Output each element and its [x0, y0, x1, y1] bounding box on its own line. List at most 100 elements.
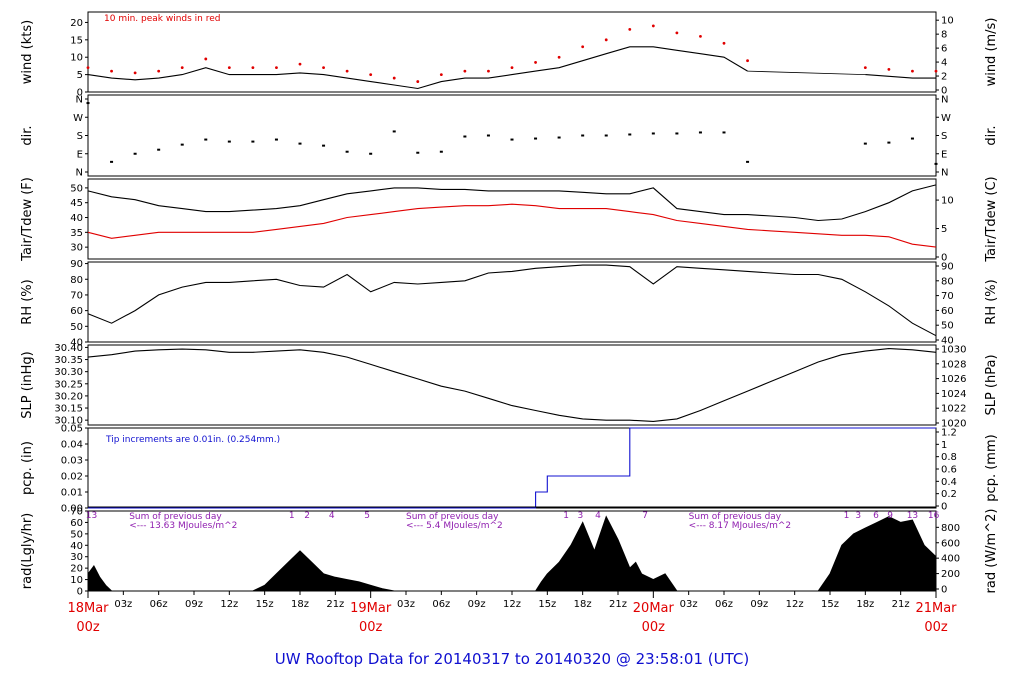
day-date-label: 20Mar	[633, 601, 675, 616]
pcp-ytick-right: 0.2	[941, 489, 957, 500]
dir-ytick-right: W	[941, 113, 951, 124]
dir-point	[322, 144, 326, 147]
dir-point	[910, 137, 914, 140]
pcp-ytick: 0.01	[61, 488, 83, 499]
rad-annotation: <--- 13.63 MJoules/m^2	[129, 521, 237, 531]
rh-ylabel: RH (%)	[20, 279, 35, 324]
wind-peak-point	[887, 67, 891, 71]
day-date-label: 18Mar	[67, 601, 109, 616]
rad-hour-marker: 13	[907, 511, 918, 521]
rh-ytick-right: 90	[941, 262, 954, 273]
temp-ytick-right: 10	[941, 196, 954, 207]
wind-peak-point	[604, 38, 608, 42]
dir-ytick: N	[76, 95, 83, 106]
dir-ylabel: dir.	[20, 125, 35, 145]
dir-ytick-right: N	[941, 168, 948, 179]
pcp-step-line	[88, 427, 936, 509]
wind-peak-point	[651, 24, 655, 28]
rad-ytick: 50	[70, 529, 83, 540]
temp-series-line	[87, 184, 937, 222]
rh-ytick-right: 60	[941, 306, 954, 317]
wind-peak-point	[487, 69, 490, 73]
slp-ytick-right: 1022	[941, 404, 966, 415]
slp-ytick: 30.25	[54, 379, 83, 390]
wind-ytick-right: 6	[941, 44, 947, 55]
rad-ylabel-right: rad (W/m^2)	[984, 509, 999, 594]
dir-ytick-right: S	[941, 131, 947, 142]
wind-peak-point	[227, 66, 231, 70]
pcp-ytick: 0.00	[61, 504, 83, 515]
xtick-label: 03z	[114, 599, 132, 610]
pcp-ytick: 0.05	[61, 424, 83, 435]
temp-ytick: 35	[70, 228, 83, 239]
wind-peak-point	[369, 73, 373, 77]
wind-peak-point	[392, 76, 396, 80]
page-title: UW Rooftop Data for 20140317 to 20140320…	[274, 650, 750, 668]
pcp-ytick-right: 1.2	[941, 428, 957, 439]
rad-ytick: 40	[70, 541, 83, 552]
rad-hour-marker: 16	[928, 511, 940, 521]
dir-point	[157, 148, 161, 151]
slp-ylabel: SLP (inHg)	[20, 351, 35, 419]
dir-point	[510, 138, 514, 141]
rad-hour-marker: 1	[563, 511, 569, 521]
rh-ytick-right: 40	[941, 336, 954, 347]
dir-point	[110, 160, 114, 163]
pcp-ytick: 0.02	[61, 472, 83, 483]
wind-peak-point	[345, 69, 349, 73]
rad-ytick-right: 200	[941, 569, 960, 580]
dir-point	[863, 142, 867, 145]
wind-peak-point	[557, 55, 561, 59]
rad-hour-marker: 6	[873, 511, 879, 521]
dir-point	[227, 140, 231, 143]
dir-point	[439, 150, 443, 153]
wind-peak-point	[746, 59, 749, 63]
dir-point	[369, 152, 373, 155]
wind-ytick: 5	[77, 70, 83, 81]
dir-point	[416, 151, 420, 154]
rad-ytick-right: 600	[941, 538, 960, 549]
dir-point	[628, 133, 632, 136]
pcp-ytick: 0.03	[61, 456, 83, 467]
rad-ytick-right: 800	[941, 523, 960, 534]
rad-ytick: 10	[70, 575, 83, 586]
rad-hour-marker: 2	[304, 511, 310, 521]
wind-peak-point	[911, 69, 914, 73]
wind-peak-point	[699, 34, 702, 38]
rh-ytick: 80	[70, 275, 83, 286]
rh-ytick: 50	[70, 322, 83, 333]
temp-ytick: 40	[70, 213, 83, 224]
rad-ytick: 30	[70, 552, 83, 563]
wind-peak-point	[251, 66, 255, 70]
xtick-label: 09z	[750, 599, 768, 610]
wind-ytick-right: 2	[941, 72, 947, 83]
temp-frame	[87, 178, 937, 260]
rh-ytick: 60	[70, 306, 83, 317]
pcp-ytick-right: 1	[941, 440, 947, 451]
xtick-label: 09z	[185, 599, 203, 610]
dir-point	[392, 130, 396, 133]
wind-annotation: 10 min. peak winds in red	[104, 14, 221, 24]
pcp-ylabel-right: pcp. (mm)	[984, 434, 999, 501]
wind-peak-point	[463, 69, 467, 73]
pcp-ytick-right: 0.6	[941, 465, 957, 476]
dir-ylabel-right: dir.	[984, 125, 999, 145]
slp-ytick: 30.40	[54, 343, 83, 354]
wind-peak-point	[510, 66, 514, 70]
slp-ylabel-right: SLP (hPa)	[984, 354, 999, 415]
wind-ylabel: wind (kts)	[20, 20, 35, 84]
wind-peak-point	[86, 66, 90, 70]
rh-ytick: 70	[70, 290, 83, 301]
slp-ytick-right: 1024	[941, 389, 966, 400]
rad-ytick: 20	[70, 564, 83, 575]
dir-point	[675, 132, 679, 135]
rad-annotation: <--- 5.4 MJoules/m^2	[406, 521, 503, 531]
day-date-label: 21Mar	[915, 601, 957, 616]
dir-point	[934, 162, 938, 165]
dir-frame	[87, 94, 937, 177]
dir-point	[298, 142, 302, 145]
slp-ytick-right: 1026	[941, 374, 966, 385]
wind-panel	[85, 11, 939, 93]
xtick-label: 03z	[680, 599, 698, 610]
